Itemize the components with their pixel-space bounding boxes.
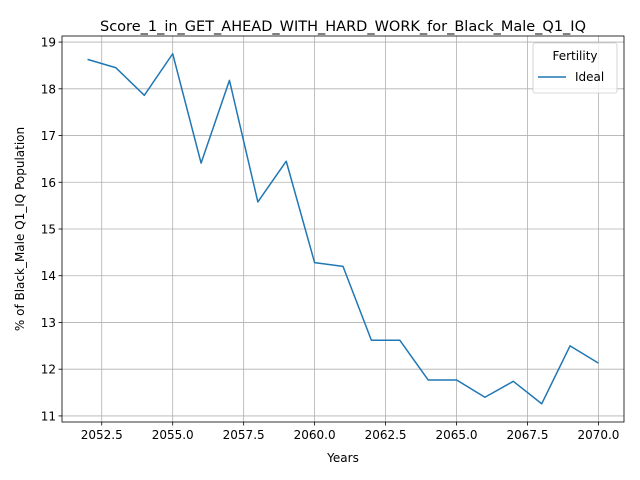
x-tick-label: 2067.5	[506, 428, 548, 442]
series-layer	[87, 53, 599, 405]
y-tick-label: 14	[41, 269, 56, 283]
x-tick-label: 2055.0	[152, 428, 194, 442]
legend-label-ideal: Ideal	[575, 70, 604, 84]
chart-title: Score_1_in_GET_AHEAD_WITH_HARD_WORK_for_…	[100, 19, 586, 35]
x-tick-label: 2070.0	[577, 428, 619, 442]
grid	[62, 36, 624, 422]
y-tick-label: 17	[41, 129, 56, 143]
y-tick-label: 15	[41, 223, 56, 237]
y-tick-label: 13	[41, 316, 56, 330]
y-tick-label: 19	[41, 36, 56, 50]
legend: Fertility Ideal	[532, 42, 618, 94]
y-axis-title: % of Black_Male Q1_IQ Population	[13, 127, 27, 331]
x-tick-label: 2057.5	[223, 428, 265, 442]
x-axis-title: Years	[326, 451, 359, 465]
legend-box	[532, 42, 618, 94]
legend-title: Fertility	[552, 49, 597, 63]
y-tick-label: 18	[41, 82, 56, 96]
y-tick-label: 16	[41, 176, 56, 190]
x-tick-label: 2065.0	[436, 428, 478, 442]
x-tick-label: 2052.5	[81, 428, 123, 442]
y-axis-ticks: 11 12 13 14 15 16 17 18 19	[41, 36, 62, 423]
x-tick-label: 2062.5	[365, 428, 407, 442]
y-tick-label: 11	[41, 409, 56, 423]
x-tick-label: 2060.0	[294, 428, 336, 442]
x-axis-ticks: 2052.5 2055.0 2057.5 2060.0 2062.5 2065.0 2067…	[81, 422, 619, 442]
y-tick-label: 12	[41, 363, 56, 377]
